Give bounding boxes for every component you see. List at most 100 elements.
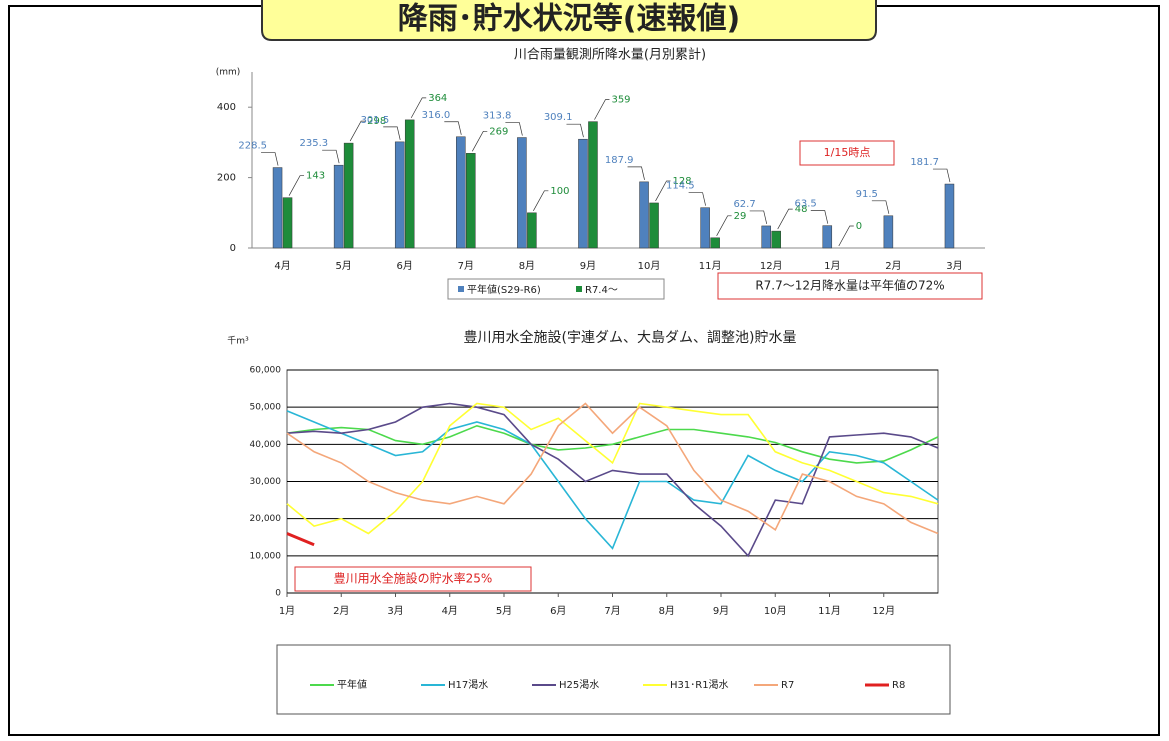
leader-line [444,121,462,135]
y-tick-label: 50,000 [250,403,282,413]
annotation-box [294,566,532,592]
data-label: 143 [306,171,325,182]
bar [649,202,659,249]
data-label: 63.5 [795,199,817,210]
leader-line [749,210,768,225]
legend-label: 平年値(S29-R6) [467,283,541,296]
bar [333,164,344,249]
bar [822,225,833,249]
leader-line [349,120,366,142]
y-tick-label: 10,000 [250,551,282,561]
series-line [286,410,939,550]
leader-line [410,97,427,119]
title-box [261,0,877,41]
bar [761,225,771,249]
data-label: 313.8 [483,111,512,122]
x-tick-label: 5月 [335,260,351,272]
data-label: 269 [489,126,508,137]
bar [710,237,720,249]
leader-line [810,210,829,224]
x-tick-label: 8月 [659,605,675,617]
bar [639,181,649,249]
data-label: 228.5 [238,141,267,152]
x-tick-label: 3月 [387,605,403,617]
legend-label: 平年値 [337,678,367,691]
page-title: 降雨･貯水状況等(速報値) [398,2,740,37]
x-tick-label: 4月 [442,605,458,617]
annotation: R7.7～12月降水量は平年値の72% [755,278,944,293]
leader-line [838,225,854,247]
bar [883,215,894,249]
legend-box [276,644,951,715]
bar [404,119,415,249]
bar [944,183,955,249]
data-label: 48 [795,204,808,215]
annotation-box [717,272,983,300]
data-label: 359 [611,95,630,106]
legend-swatch [458,286,464,292]
series-line [286,424,939,464]
leader-line [777,208,793,230]
data-label: 298 [367,116,386,127]
chart-title: 豊川用水全施設(宇連ダム、大島ダム、調整池)貯水量 [464,329,797,346]
data-label: 364 [428,93,447,104]
x-tick-label: 2月 [333,605,349,617]
legend-swatch [576,286,582,292]
y-tick-label: 40,000 [250,440,282,450]
x-tick-label: 9月 [713,605,729,617]
legend-box [447,278,665,300]
series-line [286,402,939,535]
leader-line [627,166,645,180]
y-tick-label: 200 [217,173,236,184]
data-label: 0 [856,221,862,232]
bar [700,207,710,249]
data-label: 128 [673,176,692,187]
legend-label: R7 [781,680,794,691]
bar [588,121,598,249]
leader-line [932,168,951,183]
x-tick-label: 11月 [818,605,841,617]
y-tick-label: 60,000 [250,366,282,376]
x-tick-label: 7月 [458,260,474,272]
bar [527,212,537,249]
leader-line [871,200,890,214]
data-label: 100 [550,186,569,197]
x-tick-label: 12月 [872,605,895,617]
bar [394,141,405,249]
x-tick-label: 1月 [279,605,295,617]
series-line [286,402,939,535]
x-tick-label: 4月 [274,260,290,272]
x-tick-label: 11月 [699,260,722,272]
data-label: 181.7 [910,157,939,168]
x-tick-label: 6月 [550,605,566,617]
leader-line [505,122,523,136]
leader-line [716,215,732,236]
x-tick-label: 2月 [885,260,901,272]
data-label: 62.7 [733,199,755,210]
data-label: 316.0 [422,110,451,121]
data-label: 114.5 [666,181,695,192]
bar [456,136,466,249]
x-tick-label: 6月 [397,260,413,272]
legend-label: R7.4～ [585,285,618,296]
data-label: 91.5 [856,189,878,200]
y-tick-label: 0 [230,243,236,254]
bar [282,197,293,249]
bar [272,167,283,249]
series-line [286,402,939,558]
series-line [286,532,315,547]
bar [517,137,527,249]
x-tick-label: 1月 [824,260,840,272]
y-tick-label: 0 [275,589,281,599]
y-axis-label: 千m³ [227,336,249,347]
leader-line [655,180,671,202]
data-label: 29 [734,211,747,222]
leader-line [322,149,340,164]
x-tick-label: 12月 [760,260,783,272]
chart-title: 川合雨量観測所降水量(月別累計) [514,47,706,63]
data-label: 301.5 [361,115,390,126]
x-tick-label: 9月 [580,260,596,272]
x-tick-label: 5月 [496,605,512,617]
leader-line [471,130,488,152]
